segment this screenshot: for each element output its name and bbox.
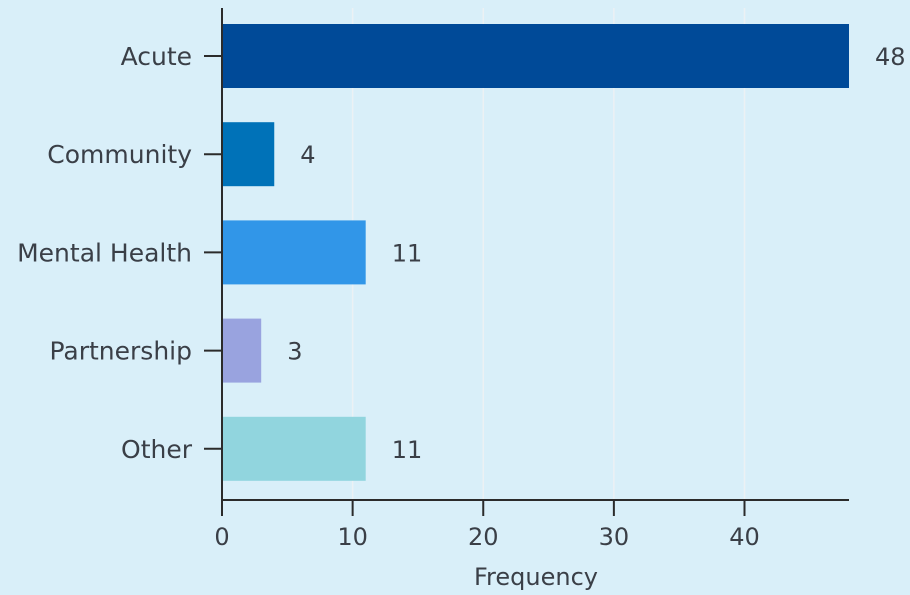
value-label: 11 [392, 239, 423, 267]
value-label: 3 [287, 338, 302, 366]
category-label: Partnership [49, 337, 192, 366]
value-label: 4 [300, 141, 315, 169]
value-label: 48 [875, 43, 906, 71]
x-tick-label-20: 20 [468, 523, 499, 551]
x-tick-label-10: 10 [337, 523, 368, 551]
bar-mental-health [222, 220, 366, 285]
bar-partnership [222, 318, 262, 383]
x-axis-title: Frequency [474, 563, 598, 591]
category-label: Community [47, 140, 192, 169]
axes [204, 8, 849, 516]
x-tick-label-40: 40 [729, 523, 760, 551]
category-label: Acute [121, 42, 192, 71]
bars [222, 24, 849, 481]
bar-other [222, 416, 366, 481]
bar-acute [222, 24, 849, 88]
category-label: Mental Health [17, 238, 192, 267]
value-label: 11 [392, 436, 423, 464]
category-label: Other [121, 435, 193, 464]
bar-community [222, 122, 275, 187]
labels: 0 10 20 30 40 Acute 48 Community 4 Mental Health 1… [17, 42, 905, 551]
x-tick-label-30: 30 [599, 523, 630, 551]
x-tick-label-0: 0 [214, 523, 229, 551]
